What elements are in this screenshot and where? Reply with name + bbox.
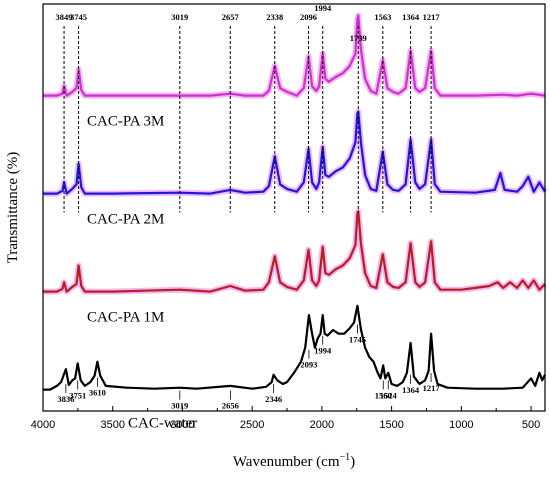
x-tick-label-4000: 4000: [31, 419, 55, 431]
x-tick-label-1000: 1000: [449, 419, 473, 431]
x-tick-label-2500: 2500: [240, 419, 264, 431]
top-annotation-3745: 3745: [70, 12, 87, 22]
series-line-cac-pa-3m: [43, 14, 546, 97]
series-highlights: [43, 12, 548, 295]
x-tick-label-2000: 2000: [310, 419, 334, 431]
top-annotation-1217: 1217: [423, 12, 441, 22]
top-annotation-2657: 2657: [222, 12, 240, 22]
bottom-annotation-1745: 1745: [349, 335, 366, 345]
bottom-annotation-3836: 3836: [57, 394, 74, 404]
x-axis-ticks: 4000 3500 3000 2500 2000 1500 1000 500: [31, 406, 540, 431]
bottom-annotation-1364: 1364: [402, 385, 420, 395]
x-tick-label-3500: 3500: [100, 419, 124, 431]
series-label-cac-water: CAC-water: [128, 416, 197, 432]
bottom-annotation-3751: 3751: [69, 390, 86, 400]
series-label-cac-pa-2m: CAC-PA 2M: [87, 212, 164, 228]
top-annotation-2338: 2338: [266, 12, 283, 22]
bottom-annotation-1994: 1994: [314, 346, 332, 356]
top-annotation-3019: 3019: [171, 12, 188, 22]
bottom-annotation-3610: 3610: [89, 388, 106, 398]
top-annotation-2096: 2096: [300, 12, 317, 22]
x-tick-label-1500: 1500: [379, 419, 403, 431]
x-tick-label-3000: 3000: [170, 419, 194, 431]
x-tick-label-500: 500: [522, 419, 540, 431]
top-annotation-1994: 1994: [314, 3, 332, 13]
bottom-annotation-1217: 1217: [423, 383, 441, 393]
series-lines: [43, 14, 546, 391]
peak-guide-lines: [63, 26, 432, 213]
series-highlight-0: [43, 12, 546, 99]
series-labels: CAC-PA 3M CAC-PA 2M CAC-PA 1M CAC-water: [87, 114, 197, 432]
series-label-cac-pa-1m: CAC-PA 1M: [87, 310, 164, 326]
bottom-annotation-1524: 1524: [380, 390, 398, 400]
top-annotation-3849: 3849: [56, 12, 73, 22]
series-line-cac-pa-2m: [43, 110, 546, 195]
x-axis-label-superscript: −1: [340, 452, 351, 463]
bottom-annotation-2093: 2093: [300, 360, 317, 370]
series-line-cac-pa-1m: [43, 210, 546, 293]
top-annotation-1563: 1563: [374, 12, 391, 22]
bottom-annotation-2656: 2656: [222, 401, 239, 411]
top-annotation-1739: 1739: [350, 33, 367, 43]
x-axis-label: Wavenumber (cm−1): [233, 452, 355, 470]
series-line-cac-water: [43, 304, 546, 391]
bottom-annotation-3019: 3019: [171, 401, 188, 411]
series-label-cac-pa-3m: CAC-PA 3M: [87, 114, 164, 130]
plot-frame: [42, 3, 546, 412]
y-axis-label: Transmittance (%): [5, 152, 21, 264]
top-annotation-1364: 1364: [402, 12, 420, 22]
bottom-annotation-1560: 1560: [375, 390, 392, 400]
bottom-annotation-2346: 2346: [265, 394, 282, 404]
